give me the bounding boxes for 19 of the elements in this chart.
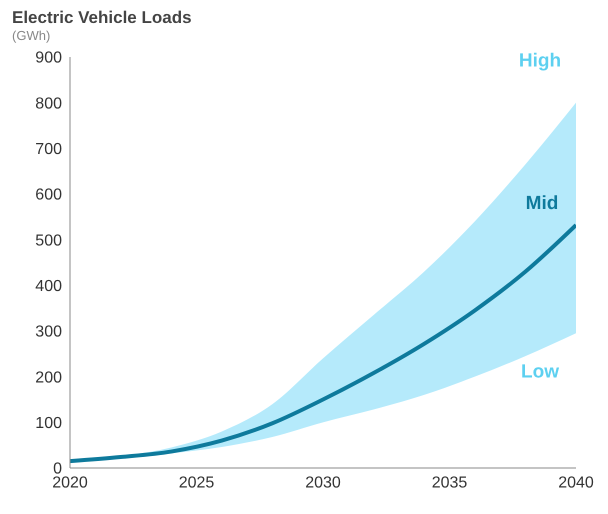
line-series [70, 223, 576, 464]
annotation: Low [521, 361, 560, 382]
series-label: Mid [526, 193, 558, 214]
y-tick-label: 600 [35, 186, 62, 204]
annotation: High [518, 50, 562, 72]
y-tick-label: 800 [35, 95, 62, 112]
x-tick-label: 2040 [558, 474, 594, 492]
y-tick-label: 100 [35, 415, 62, 432]
x-tick-label: 2030 [305, 474, 341, 492]
y-tick-label: 700 [35, 141, 62, 158]
x-tick-label: 2035 [432, 474, 468, 492]
y-tick-label: 500 [35, 232, 62, 250]
chart-title: Electric Vehicle Loads [12, 8, 193, 28]
chart-subtitle: (GWh) [12, 28, 52, 43]
y-tick-label: 400 [35, 278, 62, 296]
y-tick-label: 900 [35, 50, 62, 67]
y-tick-label: 200 [35, 369, 62, 386]
y-tick-label: 300 [35, 324, 62, 341]
x-tick-label: 2025 [178, 474, 214, 492]
